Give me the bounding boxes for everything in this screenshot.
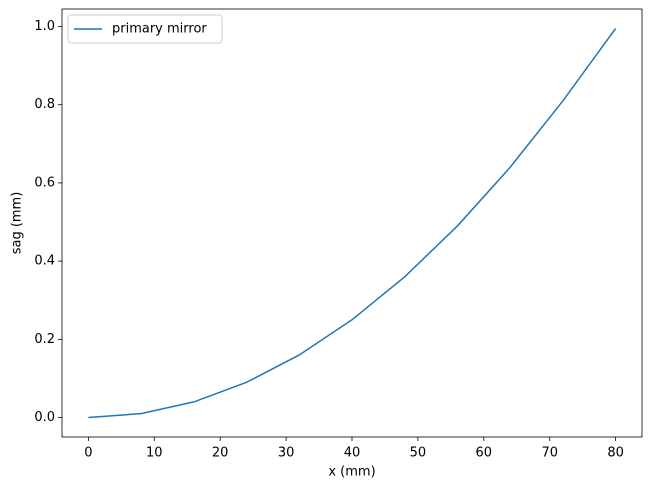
x-tick-label: 10: [146, 446, 163, 461]
y-axis-label: sag (mm): [10, 192, 25, 255]
x-tick-label: 0: [84, 446, 92, 461]
x-tick-label: 80: [607, 446, 624, 461]
x-tick-label: 70: [541, 446, 558, 461]
x-tick-label: 50: [410, 446, 427, 461]
y-tick-label: 0.6: [34, 175, 55, 190]
y-tick-label: 0.2: [34, 332, 55, 347]
y-tick-label: 1.0: [34, 19, 55, 34]
y-tick-label: 0.0: [34, 410, 55, 425]
legend-box: [67, 14, 223, 44]
y-tick-label: 0.4: [34, 254, 55, 269]
x-tick-label: 30: [278, 446, 295, 461]
plot-frame: [61, 8, 643, 438]
legend-label: primary mirror: [112, 22, 207, 37]
x-tick-label: 60: [476, 446, 493, 461]
x-axis-label: x (mm): [328, 465, 375, 480]
data-line: [88, 28, 617, 419]
x-tick-label: 40: [344, 446, 361, 461]
x-tick-label: 20: [212, 446, 229, 461]
y-tick-label: 0.8: [34, 97, 55, 112]
